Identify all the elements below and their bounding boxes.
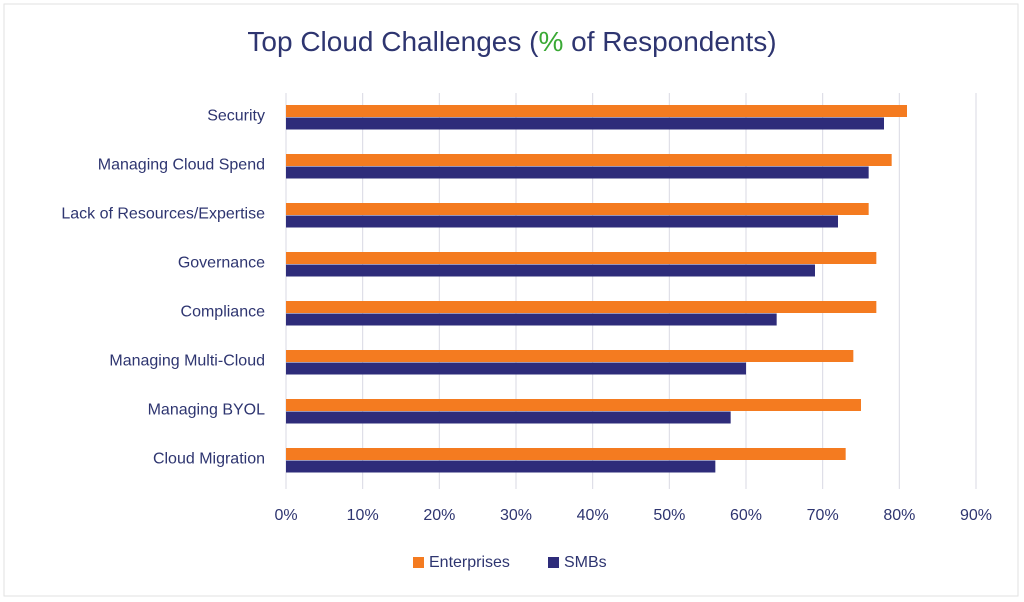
y-tick-label: Lack of Resources/Expertise	[61, 206, 265, 223]
bar	[286, 105, 907, 117]
x-tick-label: 50%	[653, 507, 685, 524]
legend-swatch	[548, 557, 559, 568]
x-tick-label: 60%	[730, 507, 762, 524]
bar	[286, 203, 869, 215]
x-tick-label: 30%	[500, 507, 532, 524]
chart-title: Top Cloud Challenges (% of Respondents)	[247, 26, 776, 57]
bar	[286, 166, 869, 179]
x-tick-label: 40%	[577, 507, 609, 524]
title-part: Top Cloud Challenges (	[247, 26, 539, 57]
bar	[286, 411, 731, 424]
bar	[286, 350, 854, 362]
title-part: of Respondents)	[563, 26, 776, 57]
bar	[286, 313, 777, 326]
chart-border	[3, 3, 1019, 597]
bar	[286, 215, 838, 228]
y-tick-label: Managing BYOL	[148, 402, 266, 419]
bar	[286, 154, 892, 166]
y-tick-label: Managing Cloud Spend	[98, 157, 265, 174]
x-tick-label: 0%	[274, 507, 297, 524]
bar	[286, 460, 716, 473]
y-tick-label: Governance	[178, 255, 265, 272]
bar	[286, 117, 884, 130]
x-tick-label: 90%	[960, 507, 992, 524]
x-tick-label: 10%	[347, 507, 379, 524]
legend-label: Enterprises	[429, 554, 510, 571]
y-tick-label: Cloud Migration	[153, 451, 265, 468]
legend-swatch	[413, 557, 424, 568]
bar	[286, 252, 877, 264]
y-tick-label: Managing Multi-Cloud	[109, 353, 265, 370]
x-tick-label: 20%	[423, 507, 455, 524]
y-tick-label: Security	[207, 108, 265, 125]
title-highlight: %	[538, 26, 563, 57]
bar	[286, 362, 746, 375]
legend-label: SMBs	[564, 554, 607, 571]
bar	[286, 264, 815, 277]
bar	[286, 399, 861, 411]
bar	[286, 448, 846, 460]
x-tick-label: 80%	[883, 507, 915, 524]
x-tick-label: 70%	[807, 507, 839, 524]
y-tick-label: Compliance	[181, 304, 266, 321]
bar	[286, 301, 877, 313]
